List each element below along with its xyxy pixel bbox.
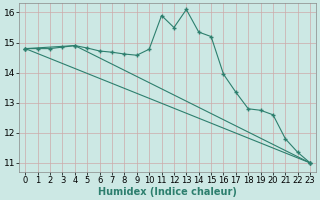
X-axis label: Humidex (Indice chaleur): Humidex (Indice chaleur) — [98, 187, 237, 197]
